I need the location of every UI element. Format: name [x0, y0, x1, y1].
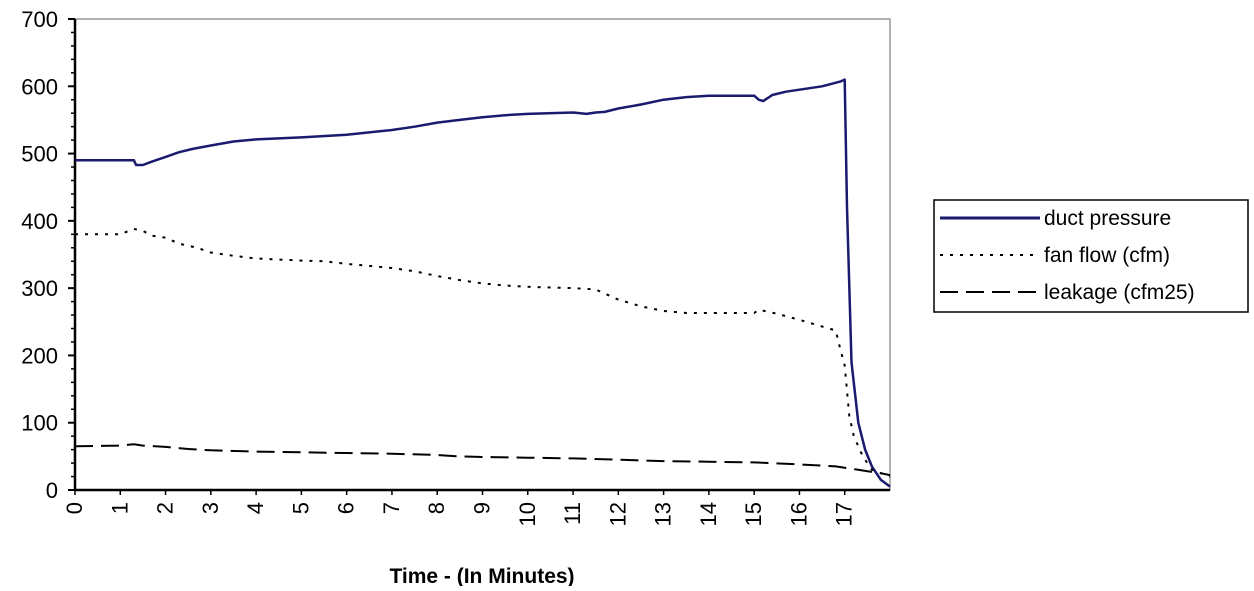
x-tick-label: 3 — [198, 502, 223, 514]
series-layer — [74, 78, 891, 488]
x-tick-label: 12 — [605, 502, 630, 526]
x-tick-label: 16 — [786, 502, 811, 526]
y-tick-label: 600 — [21, 74, 58, 99]
y-tick-label: 400 — [21, 209, 58, 234]
series-line-leakage-cfm25 — [74, 443, 891, 477]
x-tick-label: 13 — [651, 502, 676, 526]
plot-area — [74, 18, 891, 491]
x-tick-label: 17 — [832, 502, 857, 526]
y-tick-label: 700 — [21, 7, 58, 32]
x-tick-label: 14 — [696, 502, 721, 526]
x-tick-label: 6 — [334, 502, 359, 514]
x-axis: 0 1 2 3 4 5 6 7 8 9 10 11 12 13 14 15 16 17 — [62, 488, 890, 526]
y-tick-label: 300 — [21, 276, 58, 301]
legend-label-duct-pressure: duct pressure — [1044, 207, 1171, 230]
x-tick-label: 2 — [153, 502, 178, 514]
series-line-duct-pressure — [75, 78, 891, 488]
y-tick-label: 100 — [21, 411, 58, 436]
y-tick-label: 0 — [46, 478, 58, 503]
x-tick-label: 15 — [741, 502, 766, 526]
x-tick-label: 0 — [62, 502, 87, 514]
y-axis: 0 100 200 300 400 500 600 700 — [21, 7, 77, 503]
legend-label-fan-flow-cfm: fan flow (cfm) — [1044, 244, 1170, 267]
x-tick-label: 10 — [515, 502, 540, 526]
series-line-fan-flow-cfm — [75, 227, 891, 478]
x-tick-label: 7 — [379, 502, 404, 514]
x-tick-label: 4 — [243, 502, 268, 514]
y-tick-label: 200 — [21, 343, 58, 368]
x-tick-label: 8 — [424, 502, 449, 514]
x-tick-label: 1 — [107, 502, 132, 514]
y-tick-label: 500 — [21, 142, 58, 167]
x-tick-label: 5 — [288, 502, 313, 514]
x-axis-title: Time - (In Minutes) — [389, 565, 574, 586]
x-tick-label: 11 — [560, 502, 585, 525]
legend: duct pressure fan flow (cfm) leakage (cfm2… — [933, 199, 1249, 313]
x-tick-label: 9 — [470, 502, 495, 514]
legend-label-leakage-cfm25: leakage (cfm25) — [1044, 281, 1195, 304]
